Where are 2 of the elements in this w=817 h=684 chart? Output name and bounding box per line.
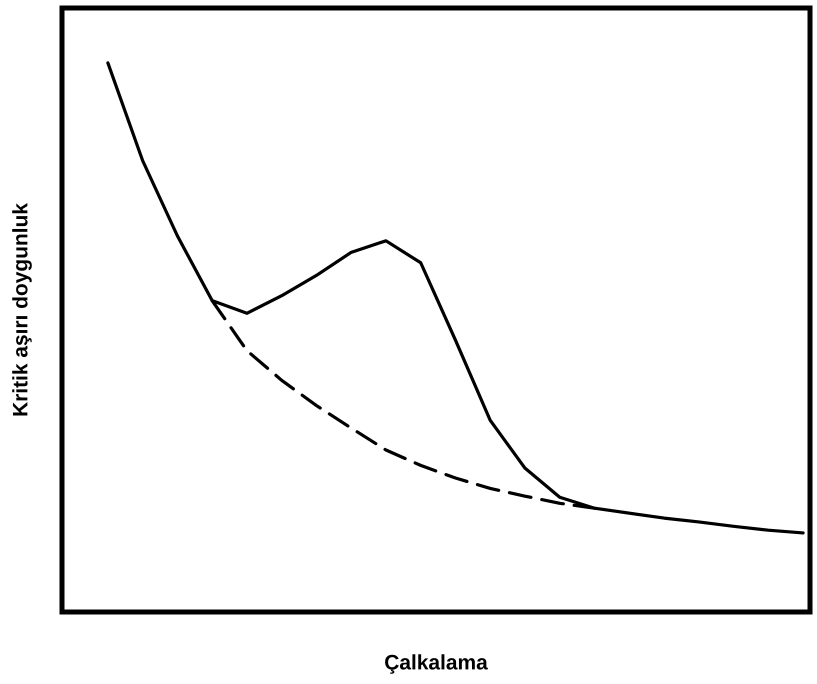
x-axis-title: Çalkalama <box>385 654 488 674</box>
y-axis-title: Kritik aşırı doygunluk <box>12 203 32 416</box>
